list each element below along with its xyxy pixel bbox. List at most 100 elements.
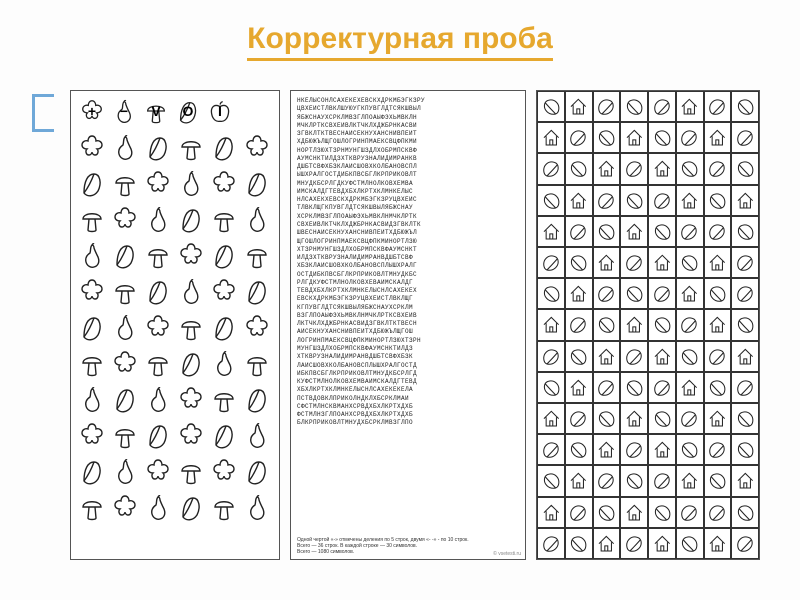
cell-leafR (676, 497, 704, 528)
cell-house (620, 309, 648, 340)
cell-leafL (648, 122, 676, 153)
cell-leafL (537, 278, 565, 309)
shape-flower (110, 491, 140, 525)
shape-pear (143, 491, 173, 525)
cell-leafR (676, 309, 704, 340)
cell-leafL (537, 91, 565, 122)
cell-house (676, 278, 704, 309)
shape-leaf (242, 167, 272, 201)
cell-leafR (537, 341, 565, 372)
cell-leafR (565, 309, 593, 340)
cell-leafR (676, 122, 704, 153)
cell-leafR (704, 216, 732, 247)
cell-leafL (731, 309, 759, 340)
cell-leafR (593, 465, 621, 496)
cell-leafR (565, 122, 593, 153)
shape-grid (77, 131, 273, 525)
cell-house (731, 465, 759, 496)
slide: Корректурная проба +−VOI НКЕЛЫСОНЛСАХЕКЕ… (0, 0, 800, 600)
title-bar: Корректурная проба (0, 22, 800, 61)
shape-leaf (242, 275, 272, 309)
cell-leafR (676, 403, 704, 434)
cell-leafR (620, 247, 648, 278)
cell-house (704, 528, 732, 559)
shape-pear (176, 167, 206, 201)
legend-mushroom: V (141, 97, 171, 125)
shape-flower (143, 311, 173, 345)
cell-leafL (620, 465, 648, 496)
shape-leaf (176, 491, 206, 525)
shape-mushroom (176, 311, 206, 345)
cell-house (537, 309, 565, 340)
cell-house (648, 247, 676, 278)
cell-leafL (704, 372, 732, 403)
cell-leafL (565, 434, 593, 465)
cell-leafL (593, 403, 621, 434)
shape-pear (209, 347, 239, 381)
cell-leafR (648, 278, 676, 309)
legend-symbol: + (88, 104, 96, 118)
shape-pear (110, 455, 140, 489)
shape-pear (176, 275, 206, 309)
cell-house (676, 91, 704, 122)
cell-leafL (593, 497, 621, 528)
cell-leafL (704, 278, 732, 309)
cell-leafL (565, 341, 593, 372)
cell-leafR (704, 91, 732, 122)
cell-leafR (593, 185, 621, 216)
cell-leafR (593, 372, 621, 403)
shape-leaf (242, 455, 272, 489)
cell-leafR (537, 153, 565, 184)
cell-leafR (620, 528, 648, 559)
cell-house (676, 185, 704, 216)
cell-house (565, 91, 593, 122)
shape-flower (143, 455, 173, 489)
cell-leafL (704, 465, 732, 496)
panel-grid (536, 90, 760, 560)
shape-mushroom (110, 275, 140, 309)
cell-leafR (704, 153, 732, 184)
cell-house (565, 372, 593, 403)
shape-flower (176, 239, 206, 273)
shape-mushroom (110, 419, 140, 453)
cell-leafL (676, 434, 704, 465)
slide-title: Корректурная проба (247, 22, 553, 61)
cell-leafR (704, 434, 732, 465)
cell-house (565, 465, 593, 496)
cell-leafL (731, 434, 759, 465)
shape-flower (110, 347, 140, 381)
cell-house (676, 465, 704, 496)
panel-shapes: +−VOI (70, 90, 280, 560)
cell-leafR (648, 185, 676, 216)
shape-pear (77, 239, 107, 273)
cell-leafL (565, 153, 593, 184)
cell-house (565, 278, 593, 309)
letter-block: НКЕЛЫСОНЛСАХЕКЕХЕВСКХДРКМБЭГКЗРУ ЦВХЕИСТ… (297, 97, 519, 534)
cell-leafL (565, 528, 593, 559)
cell-house (704, 309, 732, 340)
shape-flower (209, 455, 239, 489)
cell-house (731, 341, 759, 372)
side-accent (32, 94, 54, 132)
shape-flower (143, 167, 173, 201)
shape-flower (242, 131, 272, 165)
legend-apple: I (205, 97, 235, 125)
cell-house (593, 341, 621, 372)
cell-leafL (593, 122, 621, 153)
cell-leafL (537, 465, 565, 496)
cell-leafR (704, 341, 732, 372)
shape-pear (242, 419, 272, 453)
shape-pear (143, 383, 173, 417)
cell-leafL (676, 153, 704, 184)
shape-leaf (77, 167, 107, 201)
cell-house (704, 122, 732, 153)
legend-flower: + (77, 97, 107, 125)
cell-house (593, 434, 621, 465)
cell-leafL (676, 247, 704, 278)
shape-flower (209, 275, 239, 309)
cell-leafL (648, 216, 676, 247)
cell-leafL (676, 341, 704, 372)
shape-flower (209, 167, 239, 201)
cell-house (648, 528, 676, 559)
cell-house (731, 185, 759, 216)
